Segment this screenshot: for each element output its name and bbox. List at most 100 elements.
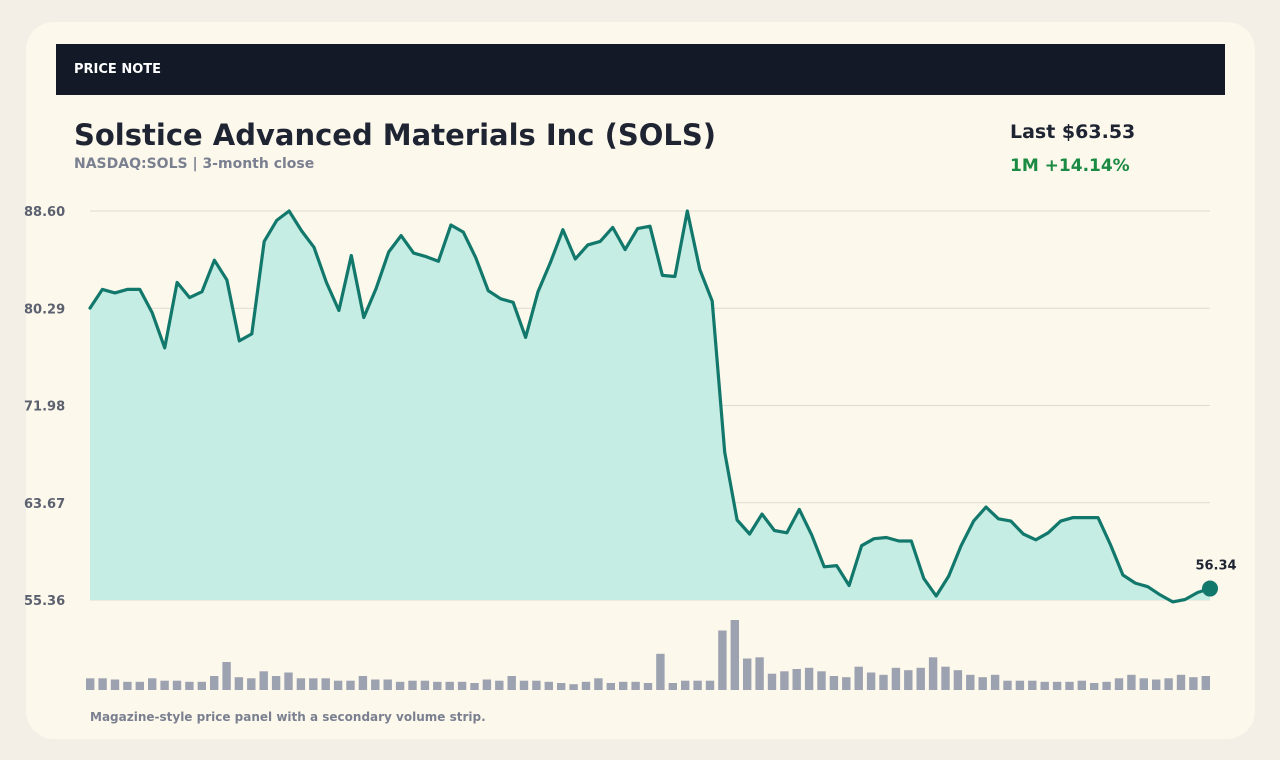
last-price: Last $63.53 bbox=[1010, 121, 1136, 143]
volume-bar bbox=[1090, 683, 1099, 690]
volume-bar bbox=[866, 672, 876, 690]
volume-bar bbox=[86, 678, 95, 690]
volume-bar bbox=[693, 680, 702, 690]
y-tick-label: 63.67 bbox=[24, 497, 65, 512]
volume-bar bbox=[408, 680, 417, 690]
volume-bar bbox=[259, 671, 268, 690]
volume-bar bbox=[1127, 674, 1136, 690]
volume-bar bbox=[309, 678, 318, 690]
volume-bar bbox=[792, 669, 801, 690]
volume-bar bbox=[594, 678, 603, 690]
chart-title: Solstice Advanced Materials Inc (SOLS) bbox=[74, 118, 717, 152]
volume-bar bbox=[718, 630, 727, 690]
volume-bar bbox=[1201, 676, 1210, 690]
volume-bar bbox=[966, 674, 975, 690]
footnote: Magazine-style price panel with a second… bbox=[90, 710, 486, 724]
volume-bar bbox=[507, 676, 516, 690]
volume-bar bbox=[619, 681, 628, 690]
volume-bar bbox=[829, 676, 839, 690]
volume-bar bbox=[98, 678, 107, 690]
volume-bar bbox=[1189, 677, 1198, 690]
volume-bar bbox=[544, 681, 553, 690]
volume-bar bbox=[1077, 680, 1086, 690]
volume-bar bbox=[160, 680, 169, 690]
volume-bar bbox=[321, 678, 330, 690]
volume-bar bbox=[1028, 680, 1037, 690]
volume-bar bbox=[569, 684, 578, 690]
volume-bar bbox=[1114, 678, 1124, 690]
volume-bar bbox=[990, 674, 1000, 690]
volume-bar bbox=[1015, 680, 1025, 690]
volume-bar bbox=[941, 666, 950, 690]
volume-bar bbox=[395, 681, 405, 690]
volume-bar bbox=[1052, 681, 1062, 690]
y-tick-label: 88.60 bbox=[24, 205, 65, 220]
chart-subtitle: NASDAQ:SOLS | 3-month close bbox=[74, 156, 315, 172]
volume-bar bbox=[953, 670, 963, 690]
volume-bar bbox=[681, 680, 690, 690]
banner-label: PRICE NOTE bbox=[74, 62, 162, 77]
volume-bar bbox=[470, 683, 479, 690]
volume-bar bbox=[854, 666, 863, 690]
volume-bar bbox=[916, 667, 925, 690]
volume-bar bbox=[656, 653, 665, 690]
y-tick-label: 80.29 bbox=[24, 302, 65, 317]
volume-bar bbox=[482, 679, 492, 690]
volume-bar bbox=[743, 658, 752, 690]
volume-bar bbox=[420, 680, 430, 690]
volume-bar bbox=[904, 670, 913, 690]
volume-bar bbox=[532, 680, 541, 690]
volume-bar bbox=[495, 680, 504, 690]
volume-bar bbox=[1164, 678, 1173, 690]
volume-bar bbox=[1040, 681, 1049, 690]
volume-bar bbox=[767, 673, 777, 690]
volume-bar bbox=[780, 671, 789, 690]
last-point-label: 56.34 bbox=[1195, 559, 1236, 574]
volume-bar bbox=[557, 683, 566, 690]
volume-bar bbox=[755, 657, 764, 690]
volume-bar bbox=[519, 680, 529, 690]
volume-bar bbox=[668, 683, 677, 690]
volume-bar bbox=[383, 679, 392, 690]
volume-bar bbox=[110, 679, 120, 690]
volume-bar bbox=[457, 681, 467, 690]
volume-bar bbox=[817, 671, 826, 690]
volume-bar bbox=[804, 667, 814, 690]
price-area bbox=[90, 211, 1210, 602]
volume-bar bbox=[705, 680, 715, 690]
volume-bar bbox=[1152, 679, 1161, 690]
volume-bar bbox=[433, 681, 442, 690]
volume-bar bbox=[197, 681, 206, 690]
volume-bar bbox=[172, 680, 182, 690]
volume-bar bbox=[730, 620, 739, 690]
volume-bar bbox=[296, 678, 306, 690]
volume-bar bbox=[222, 662, 231, 690]
volume-bar bbox=[1102, 681, 1111, 690]
volume-bar bbox=[1065, 681, 1074, 690]
change-badge: 1M +14.14% bbox=[1010, 156, 1130, 176]
volume-bar bbox=[631, 681, 640, 690]
volume-bar bbox=[247, 678, 256, 690]
volume-bar bbox=[185, 681, 194, 690]
volume-bar bbox=[148, 678, 157, 690]
volume-bar bbox=[234, 677, 244, 690]
volume-bar bbox=[333, 680, 343, 690]
volume-bar bbox=[445, 681, 454, 690]
volume-bar bbox=[1176, 674, 1186, 690]
volume-bar bbox=[210, 676, 219, 690]
volume-bar bbox=[371, 679, 380, 690]
volume-bar bbox=[581, 681, 591, 690]
volume-bar bbox=[928, 657, 938, 690]
volume-bar bbox=[842, 677, 851, 690]
volume-bar bbox=[284, 672, 293, 690]
volume-bar bbox=[135, 681, 144, 690]
volume-bar bbox=[606, 683, 615, 690]
volume-bar bbox=[123, 681, 132, 690]
volume-bar bbox=[271, 676, 281, 690]
last-point-marker bbox=[1202, 580, 1218, 597]
volume-bar bbox=[1003, 680, 1012, 690]
banner: PRICE NOTE bbox=[56, 44, 1225, 95]
y-tick-label: 71.98 bbox=[24, 400, 65, 415]
volume-bar bbox=[978, 677, 987, 690]
